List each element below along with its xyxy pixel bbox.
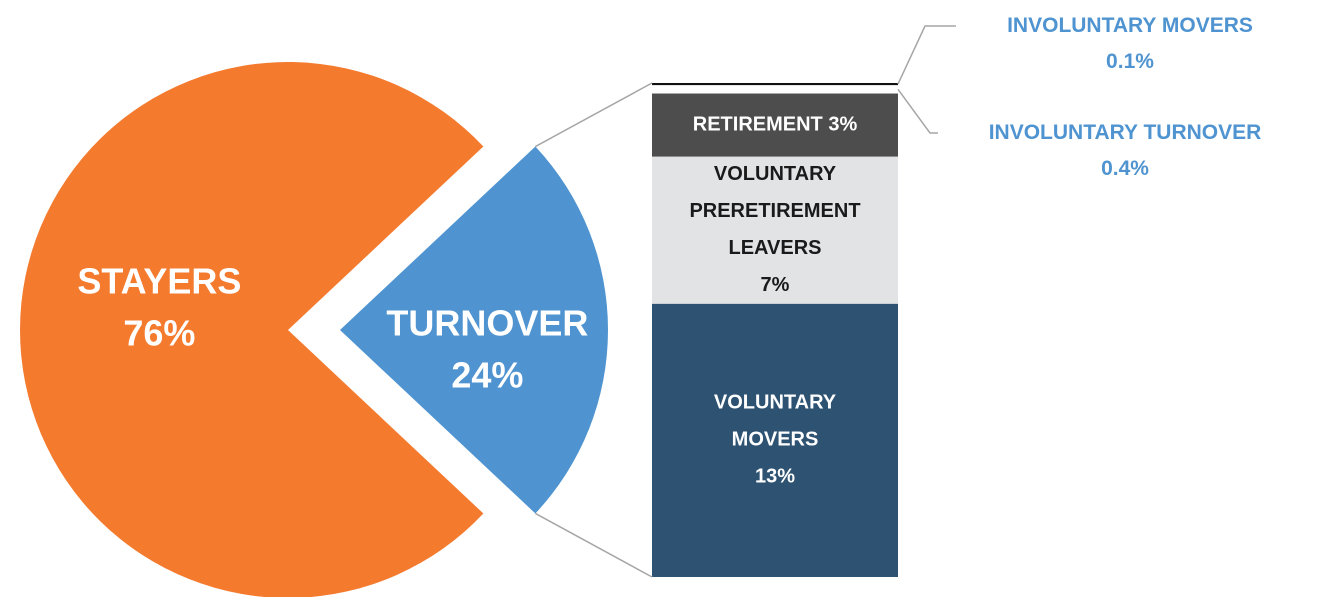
- segment-label: RETIREMENT 3%: [655, 107, 895, 144]
- slice-value: 24%: [451, 355, 523, 396]
- label-text: 3%: [828, 113, 858, 136]
- label-text: INVOLUNTARY TURNOVER: [988, 121, 1262, 144]
- pie-slice: [340, 146, 608, 514]
- label-text: VOLUNTARY PRERETIREMENT LEAVERS: [689, 163, 861, 260]
- leader-line: [897, 88, 938, 134]
- label-text: RETIREMENT: [692, 113, 823, 136]
- label-text: 7%: [760, 274, 790, 297]
- connector-line: [535, 512, 653, 578]
- label-text: 13%: [754, 465, 796, 488]
- slice-label: STAYERS: [77, 261, 241, 302]
- segment-label: VOLUNTARY MOVERS 13%: [675, 385, 875, 496]
- segment-label: VOLUNTARY PRERETIREMENT LEAVERS 7%: [675, 156, 875, 304]
- bar-segment: [652, 83, 898, 86]
- bar-segment: [652, 303, 898, 577]
- bar-segment: [652, 93, 898, 157]
- bar-segment: [652, 85, 898, 94]
- bar-segment: [652, 156, 898, 304]
- leader-line: [897, 25, 956, 85]
- label-text: 0.1%: [1106, 50, 1154, 73]
- slice-value: 76%: [123, 313, 195, 354]
- connector-line: [535, 82, 653, 148]
- outside-label: INVOLUNTARY MOVERS 0.1%: [1007, 8, 1253, 80]
- pie-slice: [20, 62, 484, 597]
- label-text: 0.4%: [1101, 157, 1149, 180]
- label-text: VOLUNTARY MOVERS: [713, 391, 837, 451]
- outside-label: INVOLUNTARY TURNOVER 0.4%: [989, 115, 1262, 187]
- slice-label: TURNOVER: [386, 303, 588, 344]
- label-text: INVOLUNTARY MOVERS: [1007, 14, 1253, 37]
